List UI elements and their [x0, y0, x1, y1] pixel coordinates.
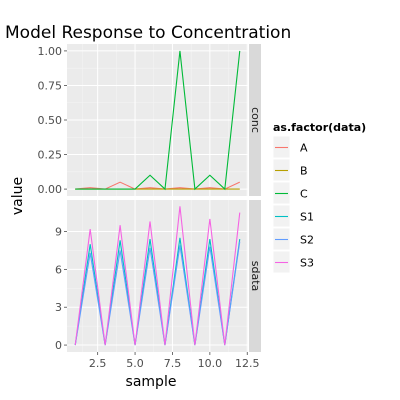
chart-title: Model Response to Concentration [5, 23, 291, 43]
y-tick-label: 3 [55, 301, 62, 314]
x-tick-label: 2.5 [89, 357, 107, 370]
x-axis-title: sample [126, 374, 177, 390]
strip-label-sdata: sdata [249, 261, 262, 292]
legend-label-S3: S3 [300, 257, 314, 270]
series-line-C [75, 50, 241, 191]
legend-label-A: A [300, 142, 308, 155]
x-tick-label: 10.0 [198, 357, 223, 370]
y-tick-label: 0.50 [38, 114, 63, 127]
x-tick-label: 12.5 [235, 357, 260, 370]
x-axis: 2.5 5.0 7.5 10.0 12.5 [89, 352, 260, 370]
x-tick-label: 7.5 [164, 357, 182, 370]
y-tick-label: 6 [55, 263, 62, 276]
legend-label-S2: S2 [300, 234, 314, 247]
panel-sdata: 0 3 6 9 sdata [55, 200, 262, 352]
strip-background [249, 44, 261, 196]
legend-title: as.factor(data) [273, 121, 366, 134]
y-tick-label: 0.75 [38, 79, 63, 92]
panel-conc: 0.00 0.25 0.50 0.75 1.00 conc [38, 44, 262, 196]
legend-label-C: C [300, 188, 308, 201]
y-tick-label: 0.25 [38, 149, 63, 162]
legend: as.factor(data) ABC S1 S2 S3 [272, 121, 366, 274]
y-axis-title: value [10, 177, 26, 215]
series-line-S3 [74, 206, 241, 346]
y-tick-label: 0 [55, 339, 62, 352]
y-tick-label: 9 [55, 226, 62, 239]
y-tick-label: 0.00 [38, 183, 63, 196]
x-tick-label: 5.0 [126, 357, 144, 370]
legend-label-S1: S1 [300, 211, 314, 224]
strip-label-conc: conc [249, 107, 262, 133]
strip-background [249, 200, 261, 352]
legend-label-B: B [300, 165, 308, 178]
y-tick-label: 1.00 [38, 45, 63, 58]
